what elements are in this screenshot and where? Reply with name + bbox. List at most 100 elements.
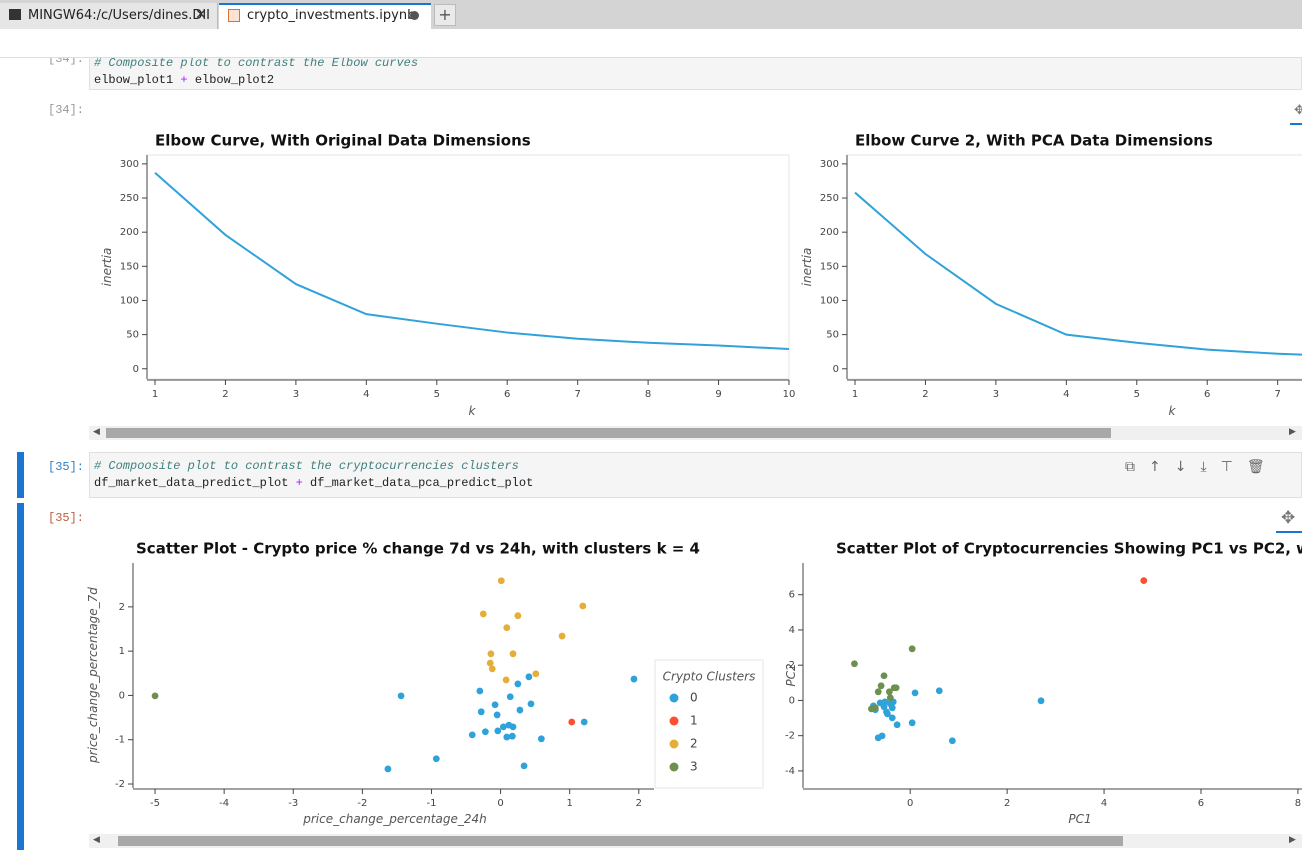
scatter-point [488, 665, 496, 673]
x-tick-label: 0 [907, 798, 913, 809]
y-tick-label: 150 [820, 261, 839, 272]
scatter-point [874, 734, 882, 742]
x-tick-label: 1 [852, 389, 858, 400]
code-line: # Compoosite plot to contrast the crypto… [94, 458, 1297, 475]
tab-label: crypto_investments.ipynb [247, 8, 416, 23]
scatter-point [908, 645, 916, 653]
x-tick-label: -4 [219, 798, 229, 809]
move-icon[interactable]: ✥ [1281, 508, 1296, 528]
x-tick-label: 8 [645, 389, 651, 400]
y-tick-label: 2 [789, 660, 795, 671]
x-tick-label: 5 [1134, 389, 1140, 400]
x-tick-label: 0 [497, 798, 503, 809]
y-tick-label: 2 [119, 602, 125, 613]
legend-label: 1 [690, 714, 698, 728]
scatter-point [892, 684, 900, 692]
x-tick-label: 2 [222, 389, 228, 400]
terminal-tab[interactable]: MINGW64:/c/Users/dines.DII [0, 3, 218, 29]
legend-swatch [669, 716, 679, 726]
scatter-point [580, 718, 588, 726]
unsaved-dot[interactable] [410, 11, 419, 20]
scatter-point [1037, 697, 1045, 705]
y-tick-label: -2 [115, 779, 125, 790]
legend-swatch [669, 739, 679, 749]
scatter-point [468, 731, 476, 739]
new-tab[interactable]: + [434, 4, 456, 26]
scatter-point [908, 719, 916, 727]
x-tick-label: 9 [715, 389, 721, 400]
x-tick-label: -5 [150, 798, 160, 809]
scatter-point [537, 735, 545, 743]
plot-title: Elbow Curve, With Original Data Dimensio… [155, 132, 531, 150]
code-token: # Compoosite plot to contrast the crypto… [94, 459, 519, 473]
x-tick-label: 7 [574, 389, 580, 400]
y-tick-label: 200 [120, 227, 139, 238]
legend-label: 3 [690, 760, 698, 774]
y-tick-label: -4 [785, 766, 795, 777]
scatter-point [884, 710, 891, 718]
scatter-point [432, 755, 440, 763]
y-axis-label: price_change_percentage_7d [86, 587, 100, 764]
y-tick-label: 300 [120, 159, 139, 170]
scatter-point [397, 692, 405, 700]
scroll-thumb[interactable] [118, 836, 1123, 846]
scatter-point [579, 602, 587, 610]
x-tick-label: 6 [504, 389, 510, 400]
x-tick-label: -3 [288, 798, 298, 809]
code-token: elbow_plot2 [187, 73, 275, 87]
y-axis-label: inertia [100, 248, 114, 287]
y-tick-label: 0 [119, 690, 125, 701]
x-axis-label: k [1169, 404, 1177, 418]
selected-cell-bar [17, 452, 24, 498]
scatter-point [888, 704, 896, 712]
y-tick-label: -2 [785, 731, 795, 742]
scatter-point [479, 610, 487, 618]
scatter-point [509, 723, 517, 731]
plot-title: Scatter Plot - Crypto price % change 7d … [136, 540, 700, 558]
x-tick-label: 1 [567, 798, 573, 809]
x-tick-label: 5 [434, 389, 440, 400]
x-tick-label: 10 [783, 389, 796, 400]
horizontal-scrollbar[interactable]: ◀ ▶ [89, 426, 1302, 440]
scatter-point [497, 577, 505, 585]
cell-toolbar[interactable]: ⧉↑↓⤓⊤🗑 [1125, 459, 1279, 475]
scatter-point [493, 711, 501, 719]
code-line: df_market_data_predict_plot + df_market_… [94, 475, 1297, 492]
y-tick-label: 1 [119, 646, 125, 657]
active-underline [1290, 123, 1302, 125]
scatter-point [911, 689, 919, 697]
code-token: + [180, 73, 188, 87]
elbow-line [154, 172, 790, 350]
scatter-point [516, 706, 524, 714]
scatter-point [508, 732, 516, 740]
code-line: elbow_plot1 + elbow_plot2 [94, 72, 1297, 89]
code-cell[interactable]: # Compoosite plot to contrast the crypto… [89, 452, 1302, 498]
legend-label: 2 [690, 737, 698, 751]
output-prompt: [35]: [48, 511, 85, 525]
scatter-point [893, 721, 901, 729]
plot-frame [846, 154, 1302, 380]
scatter-point [525, 673, 533, 681]
scatter-point [506, 693, 514, 701]
scatter-point [851, 660, 858, 668]
x-tick-label: 3 [293, 389, 299, 400]
notebook-tab[interactable]: crypto_investments.ipynb [219, 3, 431, 29]
scatter-point [486, 659, 494, 667]
x-tick-label: 8 [1295, 798, 1301, 809]
scatter-point [874, 688, 882, 696]
notebook-icon [228, 9, 240, 22]
y-tick-label: 200 [820, 227, 839, 238]
x-tick-label: 1 [152, 389, 158, 400]
y-tick-label: 0 [133, 364, 139, 375]
x-tick-label: 6 [1198, 798, 1204, 809]
scatter-point [558, 632, 566, 640]
move-icon[interactable]: ✥ [1294, 103, 1302, 118]
close-tab[interactable]: ✕ [195, 7, 207, 23]
scroll-thumb[interactable] [106, 428, 1111, 438]
x-tick-label: 2 [636, 798, 642, 809]
y-tick-label: 50 [126, 330, 139, 341]
x-axis-label: k [469, 404, 477, 418]
horizontal-scrollbar[interactable]: ◀ ▶ [89, 834, 1302, 848]
